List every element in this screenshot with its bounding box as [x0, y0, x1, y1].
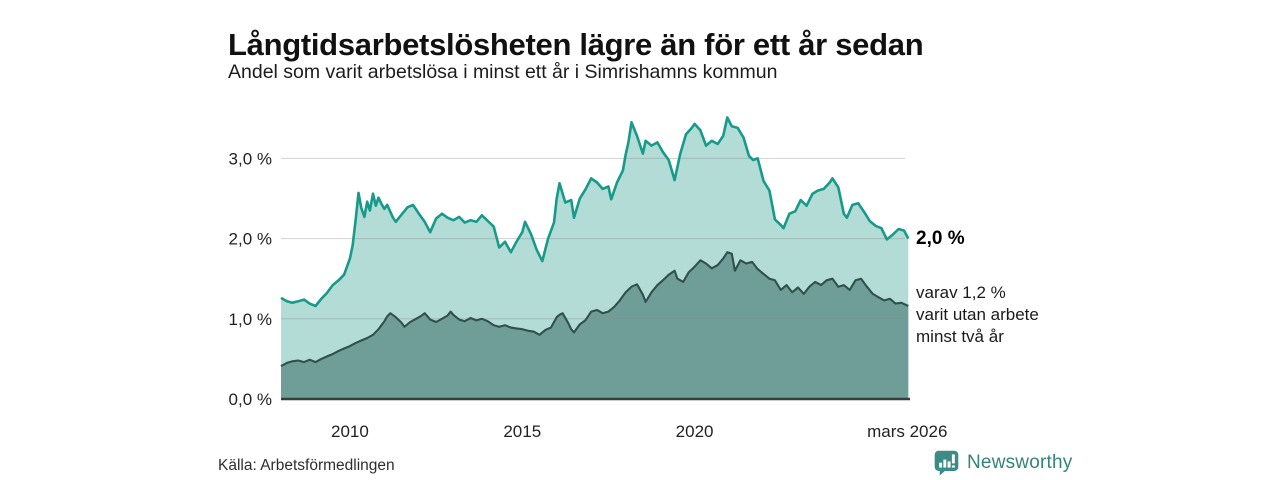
newsworthy-logo: Newsworthy [933, 449, 1072, 476]
x-tick-label: 2020 [676, 422, 714, 441]
page-title: Långtidsarbetslösheten lägre än för ett … [228, 26, 924, 62]
series-line-total [280, 116, 910, 308]
x-tick-label: mars 2026 [867, 422, 947, 441]
y-tick-label: 3,0 % [229, 149, 272, 168]
y-tick-label: 1,0 % [229, 310, 272, 329]
x-tick-label: 2015 [503, 422, 541, 441]
chart-subtitle: Andel som varit arbetslösa i minst ett å… [228, 61, 778, 83]
series-area-two-year [281, 252, 909, 399]
series-line-two-year [280, 251, 909, 368]
y-tick-label: 2,0 % [229, 230, 272, 249]
y-tick-label: 0,0 % [229, 390, 272, 409]
end-sub-annotation: varav 1,2 % varit utan arbete minst två … [916, 283, 1039, 346]
source-caption: Källa: Arbetsförmedlingen [218, 457, 395, 474]
newsworthy-wordmark: Newsworthy [967, 451, 1073, 473]
x-tick-label: 2010 [331, 422, 369, 441]
newsworthy-icon [934, 450, 959, 476]
end-value-label: 2,0 % [916, 228, 965, 249]
